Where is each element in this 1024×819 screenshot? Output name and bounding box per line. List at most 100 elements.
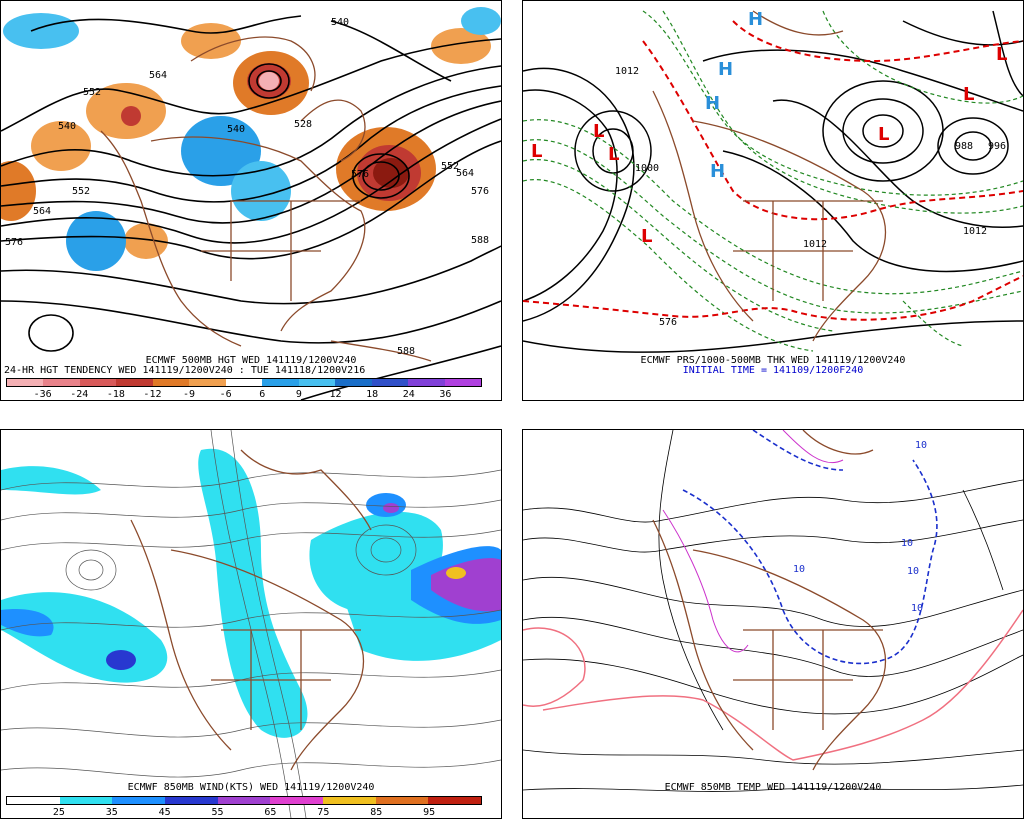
coastlines [652, 10, 886, 342]
colorbar-tick-label: -6 [219, 389, 232, 400]
contour-label: 564 [456, 168, 475, 179]
contour-label: 540 [58, 121, 77, 132]
contour-label: 540 [227, 124, 246, 135]
colorbar-swatch [408, 379, 445, 386]
low-pressure-marker: L [608, 144, 620, 165]
contour-label: 588 [471, 235, 490, 246]
panel-500mb-height: 540 564 552 540 576 552 564 528 540 576 … [0, 0, 502, 401]
contour-label: 10 [911, 603, 924, 614]
temperature-map [523, 430, 1023, 792]
height-tendency-map [1, 7, 501, 400]
colorbar-tick-label: -36 [33, 389, 52, 400]
colorbar-tick-label: 85 [370, 807, 383, 818]
contour-label: 1000 [635, 163, 660, 174]
contour-label: 576 [659, 317, 678, 328]
isotherms [523, 430, 1023, 792]
colorbar-swatch [116, 379, 153, 386]
colorbar-tick-label: 36 [439, 389, 452, 400]
high-pressure-marker: H [748, 9, 764, 30]
height-contours [1, 15, 501, 400]
colorbar-swatch [189, 379, 226, 386]
contour-label: 540 [331, 17, 350, 28]
contour-label: 528 [294, 119, 313, 130]
colorbar-tick-label: 18 [366, 389, 379, 400]
contour-label: 576 [351, 169, 370, 180]
colorbar-swatch [59, 797, 113, 804]
colorbar-swatch [375, 797, 429, 804]
colorbar-swatch [225, 379, 263, 386]
colorbar-swatch [335, 379, 372, 386]
high-pressure-marker: H [710, 161, 726, 182]
colorbar-swatch [79, 379, 117, 386]
wind-shading [1, 448, 501, 738]
colorbar-tendency [6, 378, 482, 387]
colorbar-swatch [43, 379, 80, 386]
map-title: ECMWF 850MB WIND(KTS) WED 141119/1200V24… [127, 782, 375, 793]
colorbar-swatch [444, 379, 482, 386]
map-title: ECMWF 850MB TEMP WED 141119/1200V240 [664, 782, 882, 793]
colorbar-tick-label: 6 [259, 389, 266, 400]
map-title: ECMWF 500MB HGT WED 141119/1200V240 [145, 355, 357, 366]
warm-isotherm [523, 609, 1023, 761]
contour-label: 552 [83, 87, 102, 98]
colorbar-tick-label: 55 [211, 807, 224, 818]
contour-label: 10 [901, 538, 914, 549]
colorbar-tick-label: 95 [423, 807, 436, 818]
colorbar-tick-label: -18 [106, 389, 125, 400]
coastlines [652, 430, 886, 771]
low-pressure-marker: L [878, 124, 890, 145]
thickness-540-576 [523, 20, 1023, 321]
isobars [523, 10, 1023, 353]
contour-label: 10 [793, 564, 806, 575]
colorbar-swatch [371, 379, 409, 386]
contour-label: 10 [915, 440, 928, 451]
thickness-contours [523, 10, 1023, 352]
contour-label: 996 [988, 141, 1007, 152]
coastlines [130, 449, 372, 771]
colorbar-swatch [217, 797, 271, 804]
contour-label: 988 [955, 141, 974, 152]
colorbar-swatch [298, 379, 336, 386]
freezing-line [682, 430, 938, 665]
streamlines [1, 430, 501, 818]
colorbar-ticks: 25 35 45 55 65 75 85 95 [6, 807, 482, 818]
colorbar-swatch [7, 797, 60, 804]
wind-speed-map [1, 430, 501, 818]
contour-label: 1012 [963, 226, 988, 237]
colorbar-tick-label: 12 [329, 389, 342, 400]
colorbar-swatch [152, 379, 190, 386]
colorbar-tick-label: 24 [402, 389, 415, 400]
high-pressure-marker: H [705, 93, 721, 114]
contour-label: 576 [5, 237, 24, 248]
contour-label: 576 [471, 186, 490, 197]
low-pressure-marker: L [963, 84, 975, 105]
initial-time: INITIAL TIME = 141109/1200F240 [682, 365, 864, 376]
low-pressure-marker: L [996, 44, 1008, 65]
colorbar-swatch [323, 797, 376, 804]
colorbar-swatch [270, 797, 324, 804]
map-subtitle: 24-HR HGT TENDENCY WED 141119/1200V240 :… [4, 365, 366, 376]
colorbar-tick-label: 45 [158, 807, 171, 818]
colorbar-tick-label: -12 [143, 389, 162, 400]
colorbar-ticks: -36 -24 -18 -12 -9 -6 6 9 12 18 24 36 [6, 389, 482, 400]
colorbar-wind [6, 796, 482, 805]
colorbar-swatch [262, 379, 299, 386]
low-pressure-marker: L [531, 141, 543, 162]
low-pressure-marker: L [593, 121, 605, 142]
panel-850mb-temp: 10 10 10 10 10 ECMWF 850MB TEMP WED 1411… [522, 429, 1024, 819]
coastlines [100, 36, 432, 362]
colorbar-tick-label: 9 [295, 389, 302, 400]
high-pressure-marker: H [718, 59, 734, 80]
colorbar-tick-label: 25 [52, 807, 65, 818]
colorbar-swatch [165, 797, 218, 804]
colorbar-tick-label: 75 [317, 807, 330, 818]
colorbar-tick-label: -24 [70, 389, 89, 400]
map-title: ECMWF PRS/1000-500MB THK WED 141119/1200… [640, 355, 906, 366]
pressure-thickness-map [523, 10, 1023, 353]
colorbar-swatch [428, 797, 482, 804]
contour-label: 552 [441, 161, 460, 172]
panel-850mb-wind: ECMWF 850MB WIND(KTS) WED 141119/1200V24… [0, 429, 502, 819]
colorbar-tick-label: 65 [264, 807, 277, 818]
contour-label: 1012 [803, 239, 828, 250]
panel-mslp-thickness: L L L L L L L H H H H 1012 1012 1000 101… [522, 0, 1024, 401]
